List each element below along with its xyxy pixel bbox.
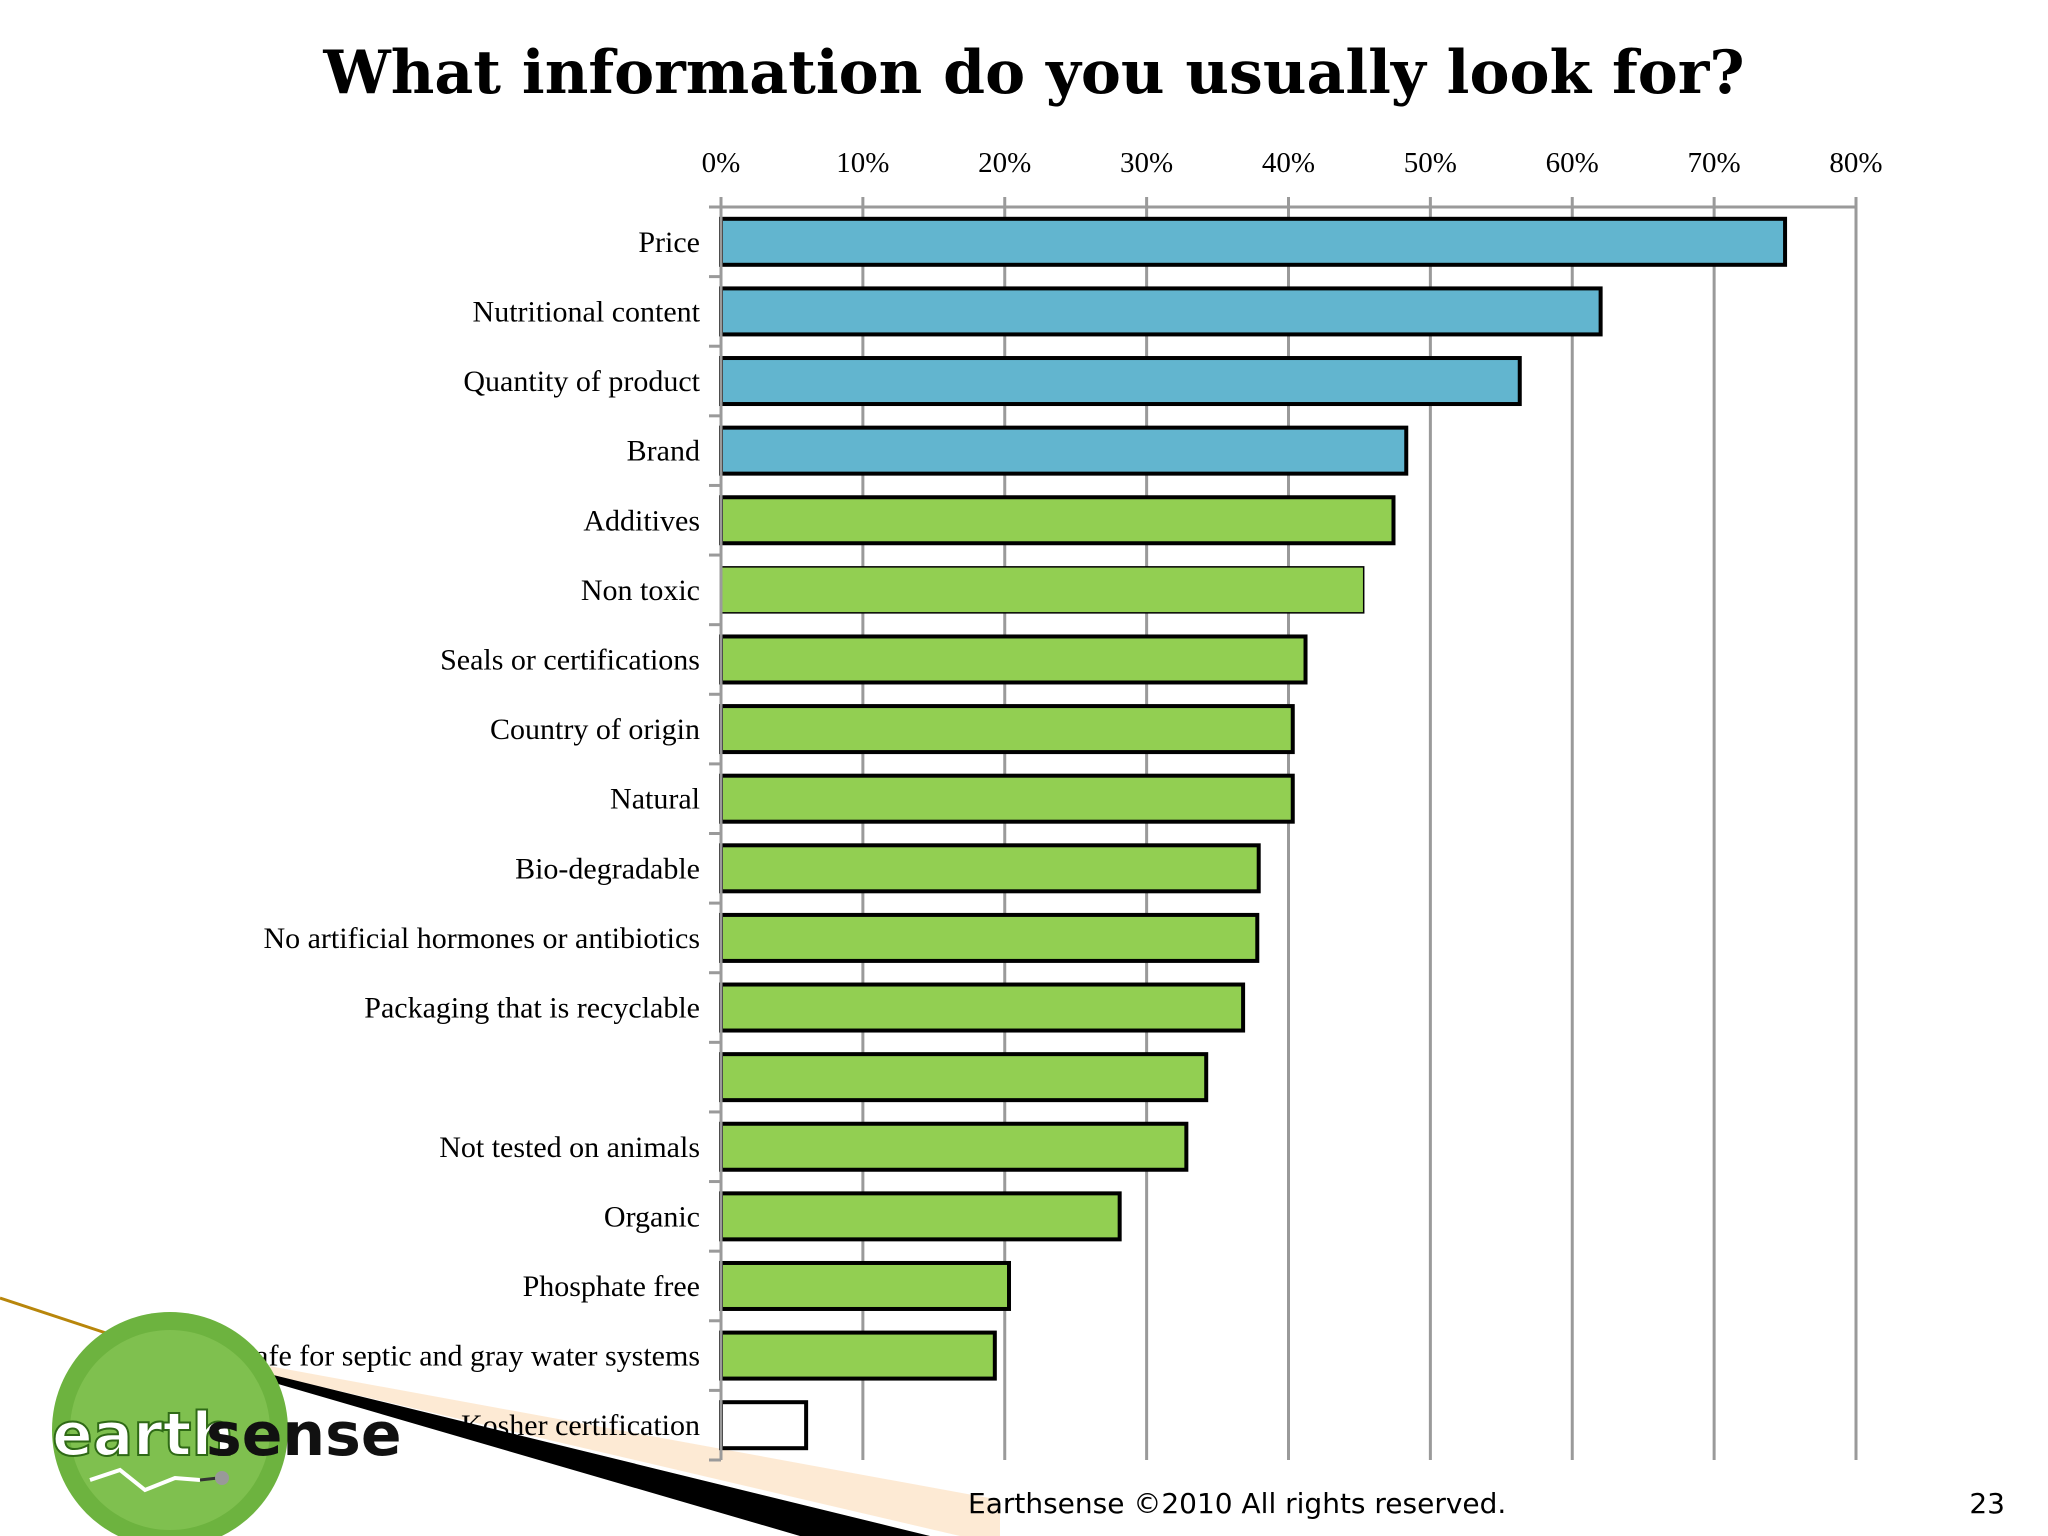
category-label: Brand — [627, 435, 700, 468]
x-tick-label: 20% — [978, 147, 1031, 179]
footer-copyright: Earthsense ©2010 All rights reserved. — [968, 1487, 1506, 1520]
bar — [719, 495, 1396, 546]
x-tick-label: 10% — [836, 147, 889, 179]
x-tick-label: 30% — [1120, 147, 1173, 179]
bar-chart: 0% 10% 20% 30% 40% 50% 60% 70% 80% Price Nutritio… — [238, 147, 1883, 1462]
logo-pin — [199, 1476, 219, 1482]
earthsense-logo: earth sense — [51, 1312, 402, 1536]
category-label: Quantity of product — [463, 365, 700, 398]
bar — [719, 1191, 1122, 1242]
decor-peach-wedge — [100, 1335, 1000, 1536]
category-label: Packaging that is recyclable — [364, 992, 700, 1025]
category-label: No artificial hormones or antibiotics — [263, 922, 700, 955]
category-labels: Price Nutritional content Quantity of prod… — [238, 226, 700, 1442]
bar — [719, 425, 1409, 476]
bar — [719, 1260, 1012, 1311]
x-tick-label: 60% — [1546, 147, 1599, 179]
decorative-wedge — [0, 1296, 1000, 1536]
decor-black-wedge — [110, 1335, 930, 1536]
category-label: Nutritional content — [473, 295, 701, 328]
x-tick-label: 70% — [1688, 147, 1741, 179]
bar — [719, 1400, 809, 1451]
logo-text-sense: sense — [206, 1400, 402, 1470]
category-label: Non toxic — [581, 574, 700, 607]
bar — [719, 843, 1261, 894]
bar — [719, 356, 1522, 407]
x-tick-label: 40% — [1262, 147, 1315, 179]
bar — [719, 1330, 997, 1381]
logo-pin-head — [215, 1471, 229, 1485]
bar — [720, 566, 1365, 614]
bar — [719, 286, 1603, 337]
x-tick-label: 0% — [702, 147, 741, 179]
x-axis-ticks: 0% 10% 20% 30% 40% 50% 60% 70% 80% — [702, 147, 1883, 209]
category-label: Phosphate free — [523, 1270, 700, 1303]
decor-gold-line — [0, 1296, 113, 1337]
category-label: Kosher certification — [461, 1409, 700, 1442]
category-label: Bio-degradable — [515, 852, 700, 885]
bar — [719, 982, 1246, 1033]
y-axis — [709, 205, 723, 1462]
bar — [719, 1052, 1209, 1103]
x-tick-label: 80% — [1829, 147, 1882, 179]
category-label: Additives — [583, 504, 700, 537]
category-label: Safe for septic and gray water systems — [238, 1340, 700, 1373]
bar — [719, 634, 1308, 685]
category-label: Country of origin — [490, 713, 700, 746]
bar — [719, 1121, 1189, 1172]
logo-text-earth: earth — [52, 1400, 234, 1470]
x-tick-label: 50% — [1404, 147, 1457, 179]
category-label: Not tested on animals — [439, 1131, 700, 1164]
bar — [719, 773, 1295, 824]
chart-title: What information do you usually look for… — [322, 38, 1744, 108]
logo-molecule-icon — [89, 1467, 201, 1493]
bar — [719, 216, 1788, 267]
category-label: Price — [638, 226, 700, 259]
category-label: Natural — [610, 783, 700, 816]
category-label: Seals or certifications — [440, 643, 700, 676]
category-label: Organic — [604, 1200, 700, 1233]
bar — [719, 704, 1295, 755]
bars — [719, 216, 1788, 1451]
bar — [719, 912, 1260, 963]
page-number: 23 — [1969, 1487, 2005, 1520]
